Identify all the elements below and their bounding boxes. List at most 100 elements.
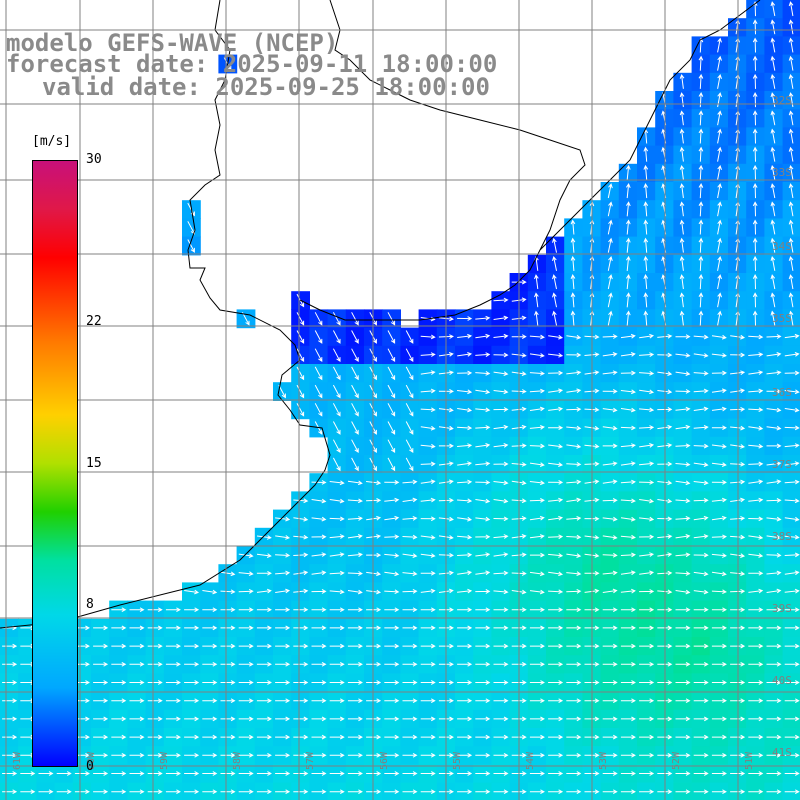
wind-arrow [766, 407, 782, 413]
wind-arrow [788, 201, 794, 217]
wind-arrow [548, 479, 564, 485]
wind-arrow [147, 752, 163, 758]
wind-arrow [351, 384, 359, 399]
wind-arrow [788, 146, 794, 162]
wind-arrow [147, 625, 163, 631]
wind-arrow [657, 771, 673, 776]
wind-arrow [457, 389, 473, 395]
wind-arrow [784, 734, 800, 740]
longitude-label: 58W [232, 751, 243, 770]
wind-arrow [566, 444, 582, 449]
wind-arrow [493, 752, 509, 758]
wind-arrow [698, 110, 704, 126]
wind-arrow [657, 352, 673, 358]
wind-arrow [129, 680, 145, 685]
wind-arrow [275, 607, 291, 613]
wind-arrow [475, 333, 491, 339]
wind-arrow [657, 498, 673, 504]
wind-arrow [420, 443, 436, 449]
wind-arrow [2, 643, 18, 649]
wind-arrow [493, 680, 509, 685]
wind-arrow [639, 698, 655, 704]
wind-arrow [475, 661, 491, 667]
wind-arrow [730, 553, 746, 558]
wind-arrow [238, 553, 254, 558]
wind-arrow [607, 274, 613, 290]
wind-arrow [475, 625, 491, 631]
wind-arrow [457, 607, 473, 613]
wind-arrow [111, 789, 127, 795]
wind-arrow [784, 588, 800, 594]
wind-arrow [402, 607, 418, 613]
wind-arrow [493, 516, 509, 522]
wind-arrow [165, 789, 181, 795]
wind-arrow [717, 292, 722, 308]
wind-arrow [311, 771, 327, 776]
wind-arrow [602, 734, 618, 740]
wind-arrow [347, 625, 363, 631]
wind-arrow [748, 516, 764, 522]
wind-arrow [602, 535, 618, 540]
wind-arrow [717, 55, 722, 71]
wind-arrow [420, 388, 436, 394]
wind-arrow [752, 55, 758, 71]
wind-arrow [717, 183, 722, 199]
wind-arrow [657, 552, 673, 557]
wind-arrow [332, 384, 341, 399]
wind-arrow [329, 534, 345, 539]
wind-arrow [387, 403, 396, 417]
wind-arrow [238, 789, 254, 795]
wind-arrow [147, 661, 163, 667]
wind-arrow [770, 164, 776, 180]
wind-arrow [784, 680, 800, 685]
wind-arrow [329, 734, 345, 740]
wind-arrow [111, 771, 127, 776]
wind-arrow [187, 239, 195, 253]
wind-arrow [420, 461, 436, 467]
wind-arrow [643, 146, 649, 162]
wind-arrow [770, 37, 776, 53]
wind-arrow [711, 716, 727, 722]
wind-arrow [529, 480, 545, 486]
wind-arrow [256, 698, 272, 704]
wind-arrow [420, 352, 436, 357]
wind-arrow [296, 384, 305, 399]
wind-arrow [332, 312, 341, 326]
wind-arrow [693, 661, 709, 667]
wind-arrow [296, 348, 305, 363]
wind-arrow [784, 643, 800, 649]
wind-arrow [730, 406, 746, 412]
wind-arrow [220, 698, 236, 704]
wind-arrow [311, 534, 327, 540]
wind-arrow [475, 461, 491, 467]
wind-arrow [675, 462, 691, 467]
wind-arrow [475, 607, 491, 613]
wind-arrow [620, 752, 636, 758]
wind-arrow [475, 407, 491, 413]
wind-arrow [657, 716, 673, 722]
wind-arrow [147, 698, 163, 704]
wind-arrow [711, 352, 727, 358]
wind-arrow [384, 661, 400, 667]
wind-arrow [529, 698, 545, 704]
wind-arrow [387, 457, 396, 472]
wind-arrow [675, 698, 691, 704]
wind-arrow [329, 498, 345, 504]
wind-arrow [566, 352, 582, 358]
wind-arrow [402, 734, 418, 740]
wind-arrow [766, 716, 782, 722]
wind-arrow [770, 255, 776, 271]
wind-arrow [748, 370, 764, 375]
wind-arrow [238, 698, 254, 704]
wind-arrow [766, 789, 782, 795]
wind-arrow [420, 570, 436, 576]
wind-arrow [93, 789, 109, 795]
wind-arrow [384, 480, 400, 485]
wind-arrow [675, 589, 691, 595]
wind-arrow [38, 789, 54, 795]
wind-arrow [675, 552, 691, 558]
wind-arrow [420, 698, 436, 704]
wind-arrow [493, 625, 509, 631]
wind-arrow [698, 73, 704, 89]
